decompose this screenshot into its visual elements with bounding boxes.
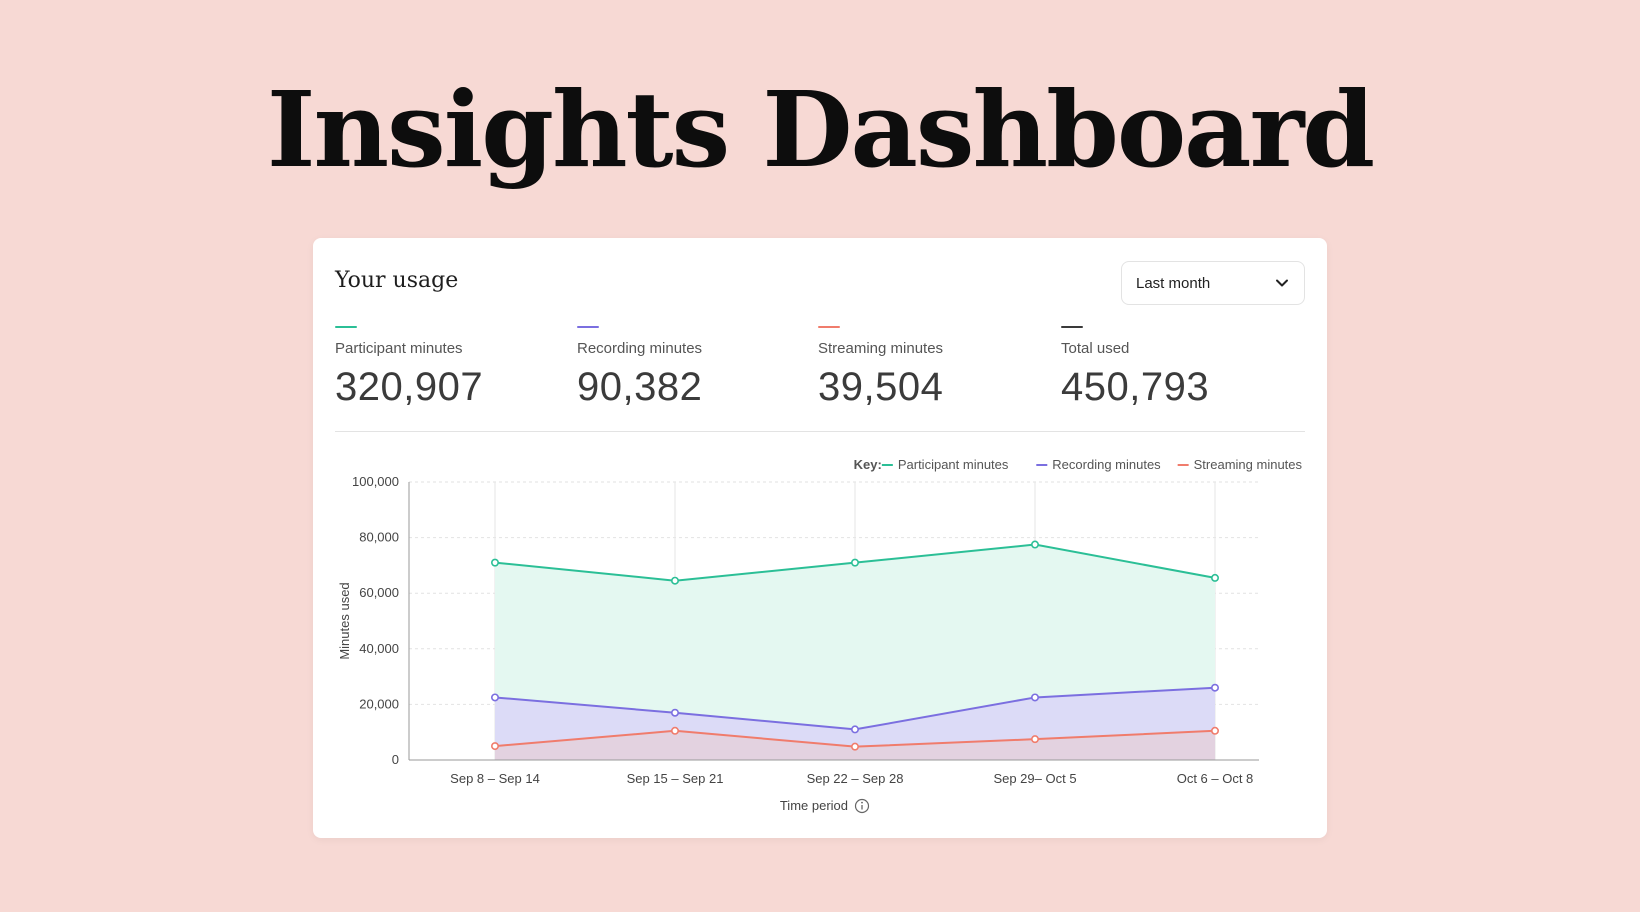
series-point <box>850 725 859 734</box>
series-point <box>1030 540 1039 549</box>
series-point <box>850 742 859 751</box>
usage-card: Your usage Last month Participant minute… <box>313 238 1327 838</box>
stat-swatch <box>577 326 599 328</box>
stat-label: Participant minutes <box>335 340 463 357</box>
legend-title: Key: <box>854 457 882 472</box>
x-tick-label: Oct 6 – Oct 8 <box>1177 771 1254 786</box>
series-point <box>670 726 679 735</box>
series-area-2 <box>495 730 1215 760</box>
divider <box>335 431 1305 432</box>
card-title: Your usage <box>335 268 459 293</box>
stat-swatch <box>818 326 840 328</box>
x-tick-label: Sep 22 – Sep 28 <box>807 771 904 786</box>
chart-legend: Key: Participant minutes Recording minutes… <box>854 457 1303 472</box>
x-axis-title: Time period <box>780 798 848 813</box>
legend-item-1: Recording minutes <box>1052 457 1161 472</box>
legend-item-0: Participant minutes <box>898 457 1009 472</box>
stats-row: Participant minutes 320,907 Recording mi… <box>335 326 1305 420</box>
page-title: Insights Dashboard <box>266 68 1375 191</box>
stat-streaming-minutes: Streaming minutes 39,504 <box>818 326 1038 410</box>
x-tick-label: Sep 8 – Sep 14 <box>450 771 540 786</box>
series-point <box>1210 726 1219 735</box>
stat-value: 90,382 <box>577 365 703 409</box>
series-point <box>1210 683 1219 692</box>
axis-layer: 0 20,000 40,000 60,000 80,000 100,000 Sep 8 – … <box>337 474 1259 814</box>
stat-recording-minutes: Recording minutes 90,382 <box>577 326 797 410</box>
stat-value: 450,793 <box>1061 365 1210 409</box>
y-tick-label: 60,000 <box>359 585 399 600</box>
info-icon-dot <box>861 801 863 804</box>
series-point <box>670 708 679 717</box>
stat-label: Total used <box>1061 340 1130 357</box>
info-icon-circle <box>854 798 870 814</box>
series-point <box>1030 735 1039 744</box>
y-tick-label: 0 <box>392 752 399 767</box>
y-tick-label: 20,000 <box>359 696 399 711</box>
period-select-value: Last month <box>1136 274 1211 292</box>
series-point <box>491 558 500 567</box>
series-point <box>850 558 859 567</box>
series-point <box>1210 573 1219 582</box>
y-tick-label: 100,000 <box>352 474 399 489</box>
y-tick-label: 80,000 <box>359 530 399 545</box>
legend-item-2: Streaming minutes <box>1194 457 1303 472</box>
info-icon <box>854 798 870 814</box>
x-tick-label: Sep 15 – Sep 21 <box>627 771 724 786</box>
y-axis-title: Minutes used <box>337 582 352 659</box>
y-tick-label: 40,000 <box>359 641 399 656</box>
series-point <box>491 693 500 702</box>
stat-label: Recording minutes <box>577 340 703 357</box>
series-point <box>670 576 679 585</box>
stat-value: 39,504 <box>818 365 944 409</box>
point-layer <box>491 540 1219 751</box>
x-tick-label: Sep 29– Oct 5 <box>993 771 1076 786</box>
stat-label: Streaming minutes <box>818 340 944 357</box>
stat-swatch <box>1061 326 1083 328</box>
stat-swatch <box>335 326 357 328</box>
usage-chart: 0 20,000 40,000 60,000 80,000 100,000 Sep 8 – … <box>337 457 1303 814</box>
stat-total-used: Total used 450,793 <box>1061 326 1281 410</box>
chevron-down-icon <box>1276 279 1288 287</box>
stat-value: 320,907 <box>335 365 484 409</box>
period-select[interactable]: Last month <box>1121 261 1305 305</box>
series-point <box>1030 693 1039 702</box>
series-point <box>491 742 500 751</box>
stat-participant-minutes: Participant minutes 320,907 <box>335 326 555 410</box>
